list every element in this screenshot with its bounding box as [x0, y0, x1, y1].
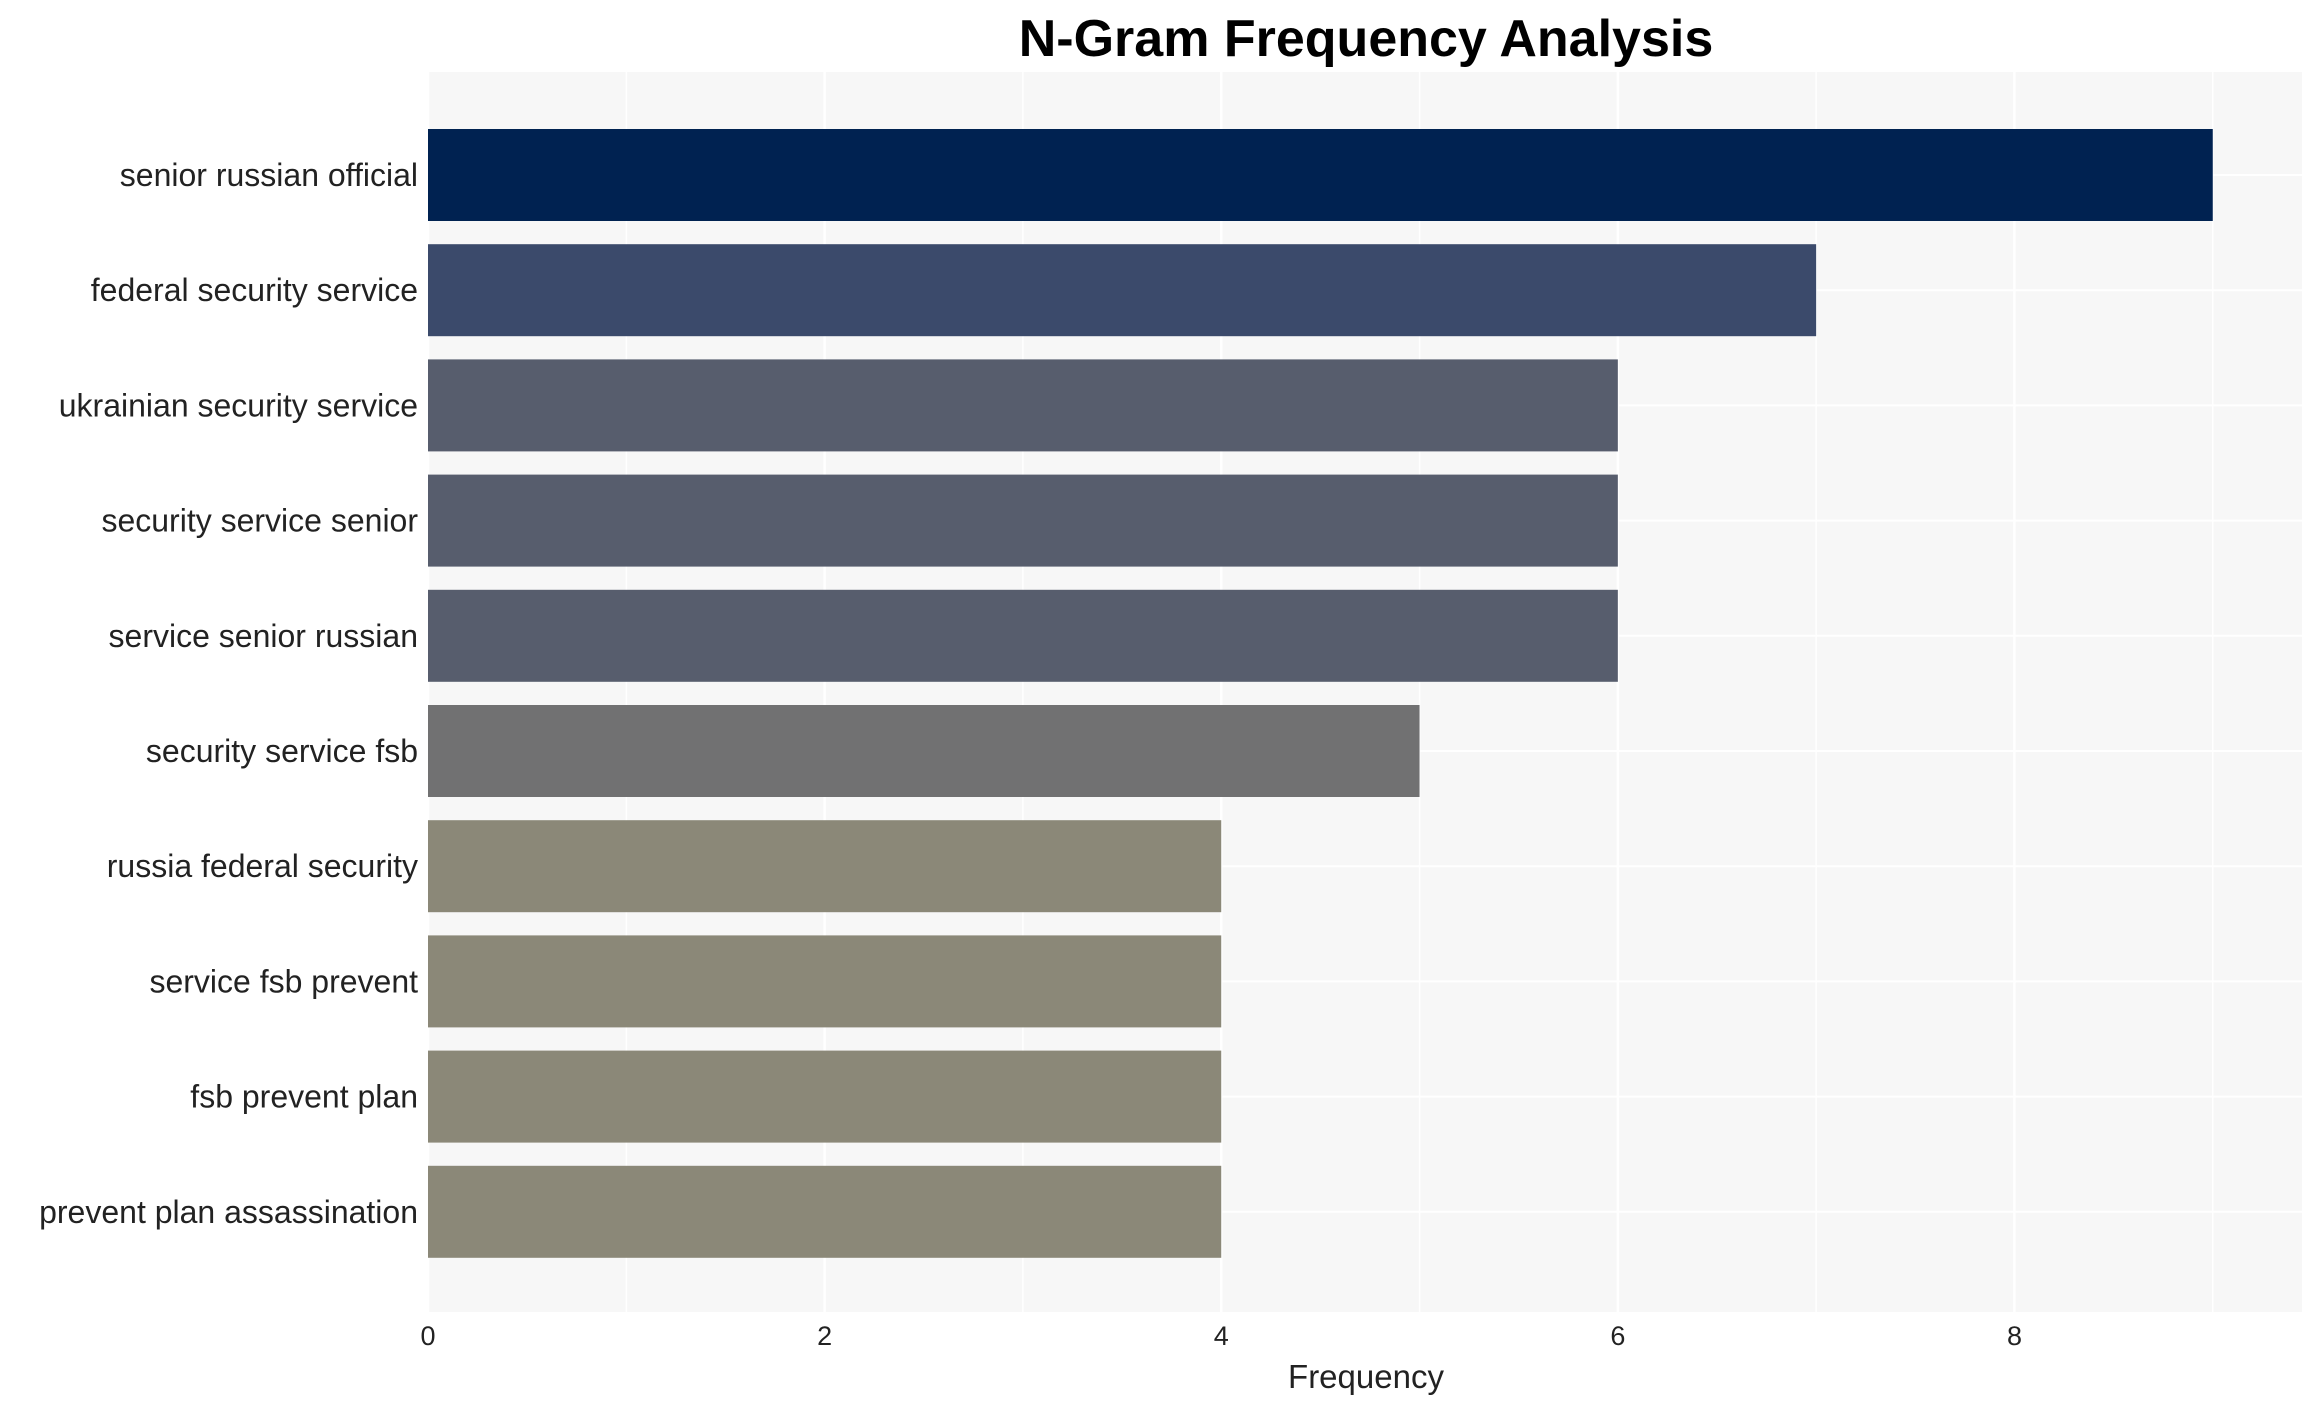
x-tick-label: 0 — [420, 1321, 435, 1351]
bars — [428, 129, 2213, 1258]
bar — [428, 244, 1817, 337]
bar — [428, 1050, 1222, 1143]
bar — [428, 705, 1420, 797]
category-label: fsb prevent plan — [190, 1079, 418, 1115]
category-label: service senior russian — [109, 618, 418, 654]
x-tick-labels: 0 2 4 6 8 — [420, 1321, 2021, 1351]
category-label: federal security service — [91, 272, 418, 308]
bar — [428, 820, 1222, 913]
bar — [428, 129, 2213, 221]
category-label: prevent plan assassination — [39, 1194, 418, 1230]
category-label: service fsb prevent — [149, 963, 418, 999]
bar — [428, 1165, 1222, 1258]
category-label: security service fsb — [146, 733, 418, 769]
category-label: russia federal security — [107, 848, 418, 884]
chart-title: N-Gram Frequency Analysis — [1019, 10, 1714, 68]
bar — [428, 359, 1618, 452]
x-tick-label: 2 — [817, 1321, 832, 1351]
category-label: security service senior — [101, 503, 418, 539]
bar — [428, 589, 1618, 682]
category-labels: senior russian official federal security … — [39, 157, 418, 1230]
category-label: ukrainian security service — [59, 387, 418, 423]
bar — [428, 935, 1222, 1028]
x-tick-label: 6 — [1610, 1321, 1625, 1351]
bar — [428, 474, 1618, 567]
x-tick-label: 8 — [2007, 1321, 2022, 1351]
x-tick-label: 4 — [1214, 1321, 1229, 1351]
x-axis-title: Frequency — [1288, 1358, 1444, 1395]
category-label: senior russian official — [120, 157, 418, 193]
